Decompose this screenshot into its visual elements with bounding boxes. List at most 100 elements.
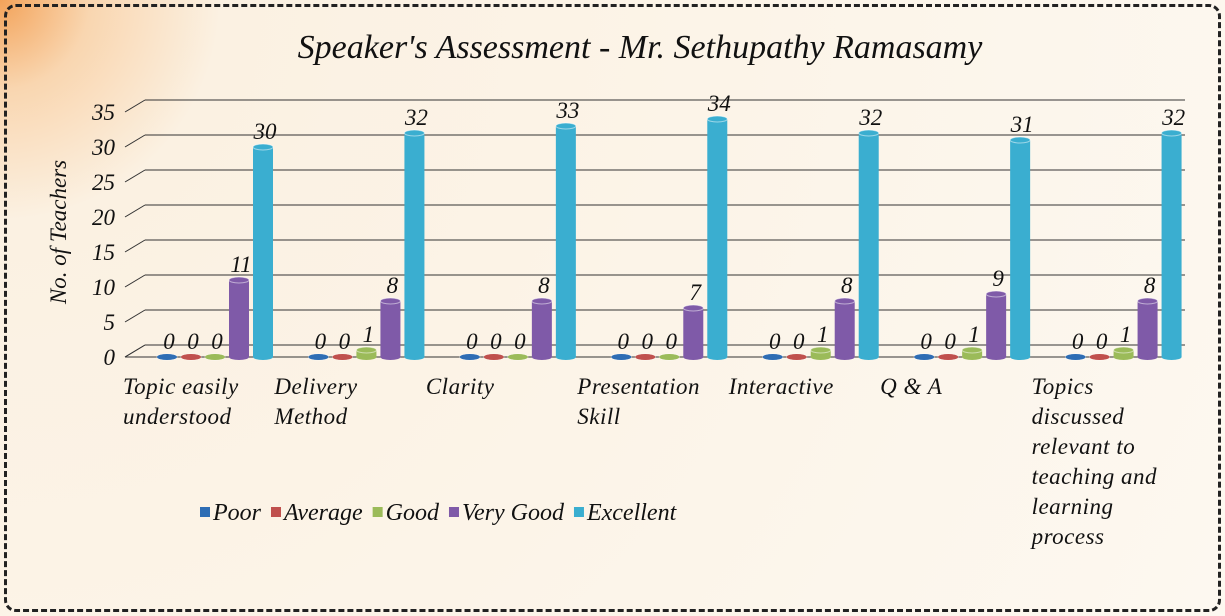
bar-cap (355, 346, 377, 354)
bar-base (229, 354, 249, 360)
data-label: 31 (1010, 112, 1034, 137)
data-label: 0 (163, 329, 175, 354)
y-tick-label: 15 (92, 240, 115, 265)
data-label: 32 (404, 105, 428, 130)
bar-base (635, 354, 656, 360)
bar (1010, 140, 1031, 357)
bar-base (380, 354, 401, 360)
legend-swatch (448, 507, 459, 517)
bar-cap (682, 304, 704, 312)
legend-label: Very Good (462, 500, 565, 526)
bar-base (938, 354, 959, 360)
legend-swatch (372, 507, 383, 517)
bar-base (683, 354, 704, 360)
data-label: 0 (211, 329, 223, 354)
grid-line-side (124, 99, 146, 113)
bar-cap (252, 143, 274, 151)
legend-label: Average (282, 500, 363, 526)
bar (834, 301, 855, 357)
bar-base (762, 354, 783, 360)
data-label: 8 (841, 273, 853, 298)
y-tick-label: 25 (92, 170, 115, 195)
x-tick-label: Topics discussed relevant to teaching an… (1031, 374, 1158, 549)
data-label: 0 (769, 329, 781, 354)
bar-base (611, 354, 632, 360)
bar-base (181, 354, 201, 360)
data-label: 34 (707, 91, 731, 116)
bar-base (1010, 354, 1031, 360)
data-label: 1 (817, 322, 829, 347)
grid-line-side (124, 344, 146, 358)
bar (229, 280, 249, 357)
data-label: 33 (555, 98, 579, 123)
data-label: 32 (1161, 105, 1185, 130)
legend-label: Poor (212, 500, 262, 526)
data-label: 0 (944, 329, 956, 354)
bar (404, 133, 425, 357)
bar-base (459, 354, 480, 360)
bar-base (1161, 354, 1182, 360)
bar (986, 294, 1007, 357)
data-label: 0 (1072, 329, 1084, 354)
data-label: 0 (793, 329, 805, 354)
bar-base (483, 354, 504, 360)
legend-swatch (573, 507, 584, 517)
data-label: 0 (187, 329, 199, 354)
bar-base (986, 354, 1007, 360)
bar-base (834, 354, 855, 360)
bar-cap (961, 346, 983, 354)
data-label: 0 (514, 329, 526, 354)
bar-base (659, 354, 680, 360)
bar (380, 301, 401, 357)
bar-base (786, 354, 807, 360)
bar (531, 301, 552, 357)
grid-line-side (124, 309, 146, 323)
data-label: 1 (1120, 322, 1132, 347)
bar-base (507, 354, 528, 360)
bar-base (332, 354, 353, 360)
bar-cap (1161, 129, 1183, 137)
bar-cap (858, 129, 880, 137)
x-tick-label: Presentation Skill (577, 374, 700, 429)
y-tick-label: 20 (92, 205, 116, 230)
grid-line-side (124, 169, 146, 183)
bar-cap (985, 290, 1007, 298)
grid-line-side (124, 274, 146, 288)
data-label: 0 (490, 329, 502, 354)
data-label: 30 (253, 119, 278, 144)
bar-cap (403, 129, 425, 137)
bar (707, 119, 728, 357)
data-label: 0 (1096, 329, 1108, 354)
data-label: 8 (538, 273, 550, 298)
bar-base (555, 354, 576, 360)
bar (1161, 133, 1182, 357)
data-label: 32 (858, 105, 882, 130)
frame (4, 4, 1221, 612)
data-label: 0 (642, 329, 654, 354)
y-tick-label: 30 (91, 135, 116, 160)
bar-base (707, 354, 728, 360)
data-label: 7 (690, 280, 703, 305)
bar-base (1137, 354, 1158, 360)
bar-base (1065, 354, 1086, 360)
data-label: 8 (387, 273, 399, 298)
bar-base (810, 354, 831, 360)
bar-base (253, 354, 273, 360)
bar-base (205, 354, 225, 360)
bar-cap (1137, 297, 1159, 305)
bar-base (858, 354, 879, 360)
data-label: 8 (1144, 273, 1156, 298)
data-label: 0 (920, 329, 932, 354)
x-tick-label: Clarity (425, 374, 495, 399)
bar-cap (1113, 346, 1135, 354)
bar-cap (810, 346, 832, 354)
bar (858, 133, 879, 357)
bar-base (531, 354, 552, 360)
bar-base (1089, 354, 1110, 360)
bar-cap (1009, 136, 1031, 144)
data-label: 1 (968, 322, 980, 347)
bar (555, 126, 576, 357)
data-label: 1 (363, 322, 375, 347)
x-tick-label: Q & A (880, 374, 943, 399)
